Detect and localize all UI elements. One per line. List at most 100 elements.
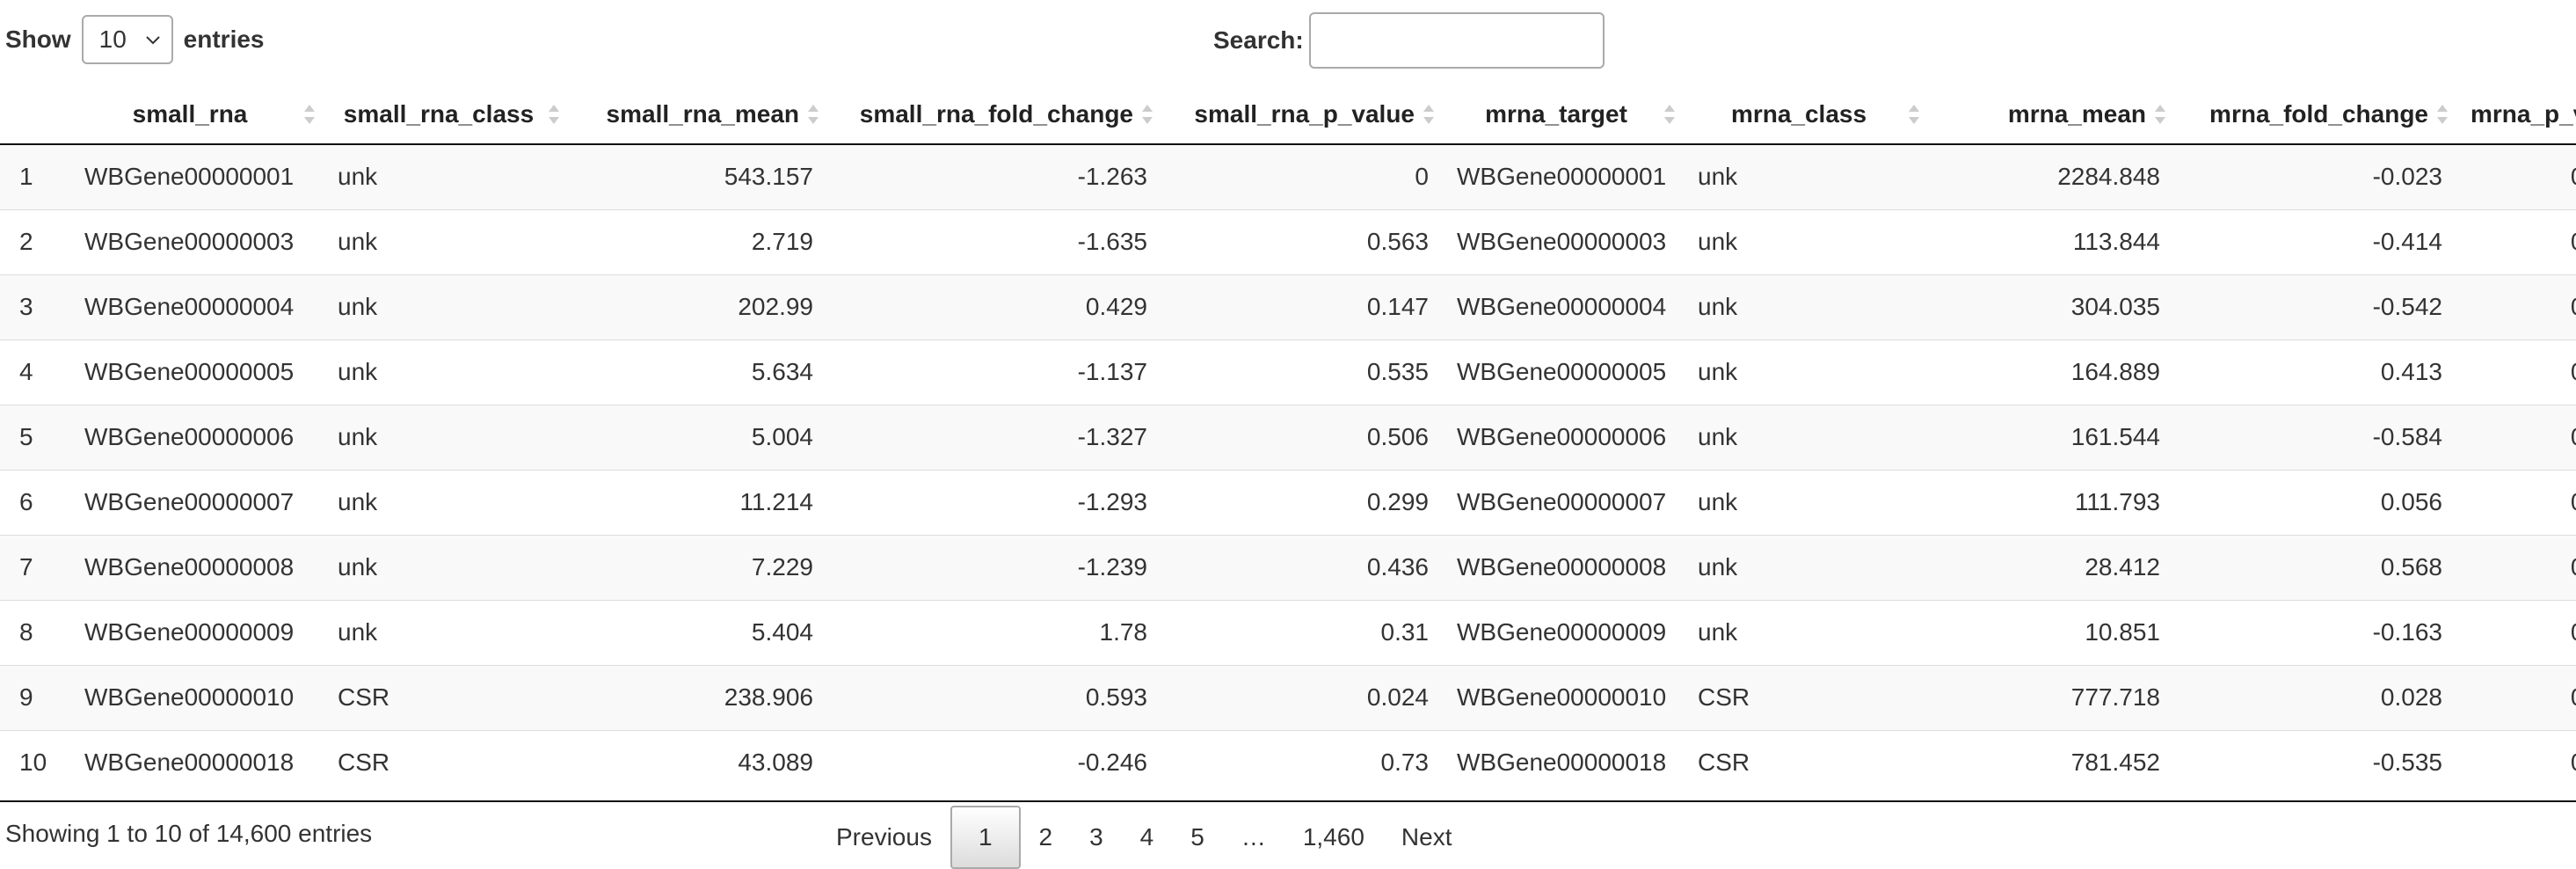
small-rna-fold-change-cell: -1.263: [1077, 163, 1147, 191]
entries-select-value: 10: [98, 26, 127, 53]
small-rna-cell: WBGene00000005: [70, 339, 324, 405]
mrna-mean-cell: 111.793: [1928, 469, 2174, 535]
entries-select[interactable]: 10: [81, 15, 173, 64]
small-rna-mean-cell: 5.634: [568, 339, 827, 405]
column-header-label: mrna_mean: [2007, 99, 2146, 128]
mrna-p-value-cell: 0.647: [2456, 534, 2576, 600]
small-rna-class-cell: unk: [324, 339, 568, 405]
column-header-label: mrna_fold_change: [2209, 99, 2428, 128]
mrna-mean-cell: 781.452: [1928, 729, 2174, 795]
index-header: [0, 84, 70, 145]
table-body: 1 WBGene00000001 unk 543.157 -1.263 0 WBGene00…: [0, 144, 2576, 795]
column-header-label: small_rna_mean: [606, 99, 799, 128]
small-rna-class-cell: unk: [324, 599, 568, 665]
row-index: 1: [19, 163, 33, 191]
mrna-fold-change-cell: -0.414: [2174, 208, 2456, 274]
small-rna-fold-change-cell: -1.635: [827, 208, 1161, 274]
row-index: 7: [0, 534, 70, 600]
mrna-target-cell: WBGene00000009: [1443, 599, 1684, 665]
small-rna-class-cell: CSR: [324, 664, 568, 730]
small-rna-class-cell: unk: [324, 469, 568, 535]
mrna-fold-change-cell: -0.584: [2174, 404, 2456, 470]
mrna-p-value-cell: 0.921: [2456, 144, 2576, 209]
table-bottom-rule: [0, 800, 2576, 802]
page-button-1[interactable]: 1: [950, 806, 1021, 869]
mrna-target-cell: WBGene00000001: [1457, 163, 1667, 191]
mrna-target-cell: WBGene00000004: [1443, 274, 1684, 340]
small-rna-class-cell: unk: [324, 208, 568, 274]
page-button-2[interactable]: 2: [1038, 823, 1053, 851]
mrna-mean-cell: 28.412: [1928, 534, 2174, 600]
mrna-fold-change-cell: -0.535: [2174, 729, 2456, 795]
small-rna-mean-cell: 238.906: [568, 664, 827, 730]
mrna-mean-cell: 164.889: [1928, 339, 2174, 405]
sort-both-icon: [304, 105, 315, 124]
mrna-p-value-header[interactable]: mrna_p_value: [2456, 84, 2576, 145]
table-row: 4 WBGene00000005 unk 5.634 -1.137 0.535 WBGene…: [0, 339, 2576, 405]
entries-label: entries: [183, 26, 265, 53]
small-rna-cell: WBGene00000018: [70, 729, 324, 795]
column-header-label: mrna_class: [1730, 99, 1867, 128]
next-button[interactable]: Next: [1401, 823, 1452, 851]
mrna-p-value-cell: 0.957: [2456, 599, 2576, 665]
mrna-fold-change-header[interactable]: mrna_fold_change: [2174, 84, 2456, 145]
small-rna-header[interactable]: small_rna: [70, 84, 324, 145]
mrna-target-header[interactable]: mrna_target: [1443, 84, 1684, 145]
page-button-1460[interactable]: 1,460: [1302, 823, 1364, 851]
mrna-target-cell: WBGene00000006: [1443, 404, 1684, 470]
small-rna-p-value-header[interactable]: small_rna_p_value: [1161, 84, 1443, 145]
small-rna-cell: WBGene00000008: [70, 534, 324, 600]
header-row: small_rna small_rna_class small_rna_mean sm…: [0, 84, 2576, 145]
small-rna-cell: WBGene00000003: [70, 208, 324, 274]
mrna-class-cell: unk: [1684, 469, 1928, 535]
search-label: Search:: [1213, 26, 1304, 54]
page-button-5[interactable]: 5: [1190, 823, 1204, 851]
small-rna-fold-change-header[interactable]: small_rna_fold_change: [827, 84, 1161, 145]
small-rna-mean-header[interactable]: small_rna_mean: [568, 84, 827, 145]
small-rna-fold-change-cell: -1.239: [827, 534, 1161, 600]
small-rna-p-value-cell: 0.024: [1161, 664, 1443, 730]
small-rna-class-header[interactable]: small_rna_class: [324, 84, 568, 145]
chevron-down-icon: [145, 36, 160, 45]
sort-both-icon: [808, 105, 819, 124]
small-rna-p-value-cell: 0.506: [1161, 404, 1443, 470]
row-index: 6: [0, 469, 70, 535]
mrna-fold-change-cell: 0.568: [2174, 534, 2456, 600]
length-control: Show 10 entries: [5, 14, 265, 65]
small-rna-p-value-cell: 0: [1415, 163, 1429, 191]
small-rna-cell: WBGene00000004: [70, 274, 324, 340]
previous-button[interactable]: Previous: [836, 823, 932, 851]
mrna-target-cell: WBGene00000018: [1443, 729, 1684, 795]
small-rna-cell: WBGene00000007: [70, 469, 324, 535]
page-button-3[interactable]: 3: [1089, 823, 1103, 851]
mrna-p-value-cell: 0.455: [2456, 208, 2576, 274]
column-header-label: mrna_p_value: [2470, 99, 2576, 128]
sort-both-icon: [2155, 105, 2165, 124]
table-row: 8 WBGene00000009 unk 5.404 1.78 0.31 WBGene000…: [0, 599, 2576, 665]
row-index: 3: [0, 274, 70, 340]
small-rna-p-value-cell: 0.73: [1161, 729, 1443, 795]
page-button-4[interactable]: 4: [1139, 823, 1154, 851]
search-input[interactable]: [1308, 12, 1605, 69]
column-header-label: mrna_target: [1485, 99, 1627, 128]
sort-both-icon: [2437, 105, 2448, 124]
small-rna-p-value-cell: 0.147: [1161, 274, 1443, 340]
table-row: 5 WBGene00000006 unk 5.004 -1.327 0.506 WBGene…: [0, 404, 2576, 470]
mrna-class-cell: unk: [1684, 274, 1928, 340]
mrna-mean-cell: 777.718: [1928, 664, 2174, 730]
mrna-p-value-cell: 0.336: [2456, 339, 2576, 405]
mrna-p-value-cell: 0.949: [2456, 469, 2576, 535]
small-rna-mean-cell: 2.719: [568, 208, 827, 274]
row-index: 2: [0, 208, 70, 274]
mrna-class-header[interactable]: mrna_class: [1684, 84, 1928, 145]
sort-both-icon: [1142, 105, 1153, 124]
small-rna-mean-cell: 5.404: [568, 599, 827, 665]
mrna-mean-header[interactable]: mrna_mean: [1928, 84, 2174, 145]
small-rna-mean-cell: 43.089: [568, 729, 827, 795]
mrna-fold-change-cell: -0.023: [2372, 163, 2442, 191]
small-rna-mean-cell: 202.99: [568, 274, 827, 340]
small-rna-fold-change-cell: 1.78: [827, 599, 1161, 665]
small-rna-mean-cell: 7.229: [568, 534, 827, 600]
sort-both-icon: [1909, 105, 1919, 124]
small-rna-class-cell: unk: [338, 163, 378, 191]
